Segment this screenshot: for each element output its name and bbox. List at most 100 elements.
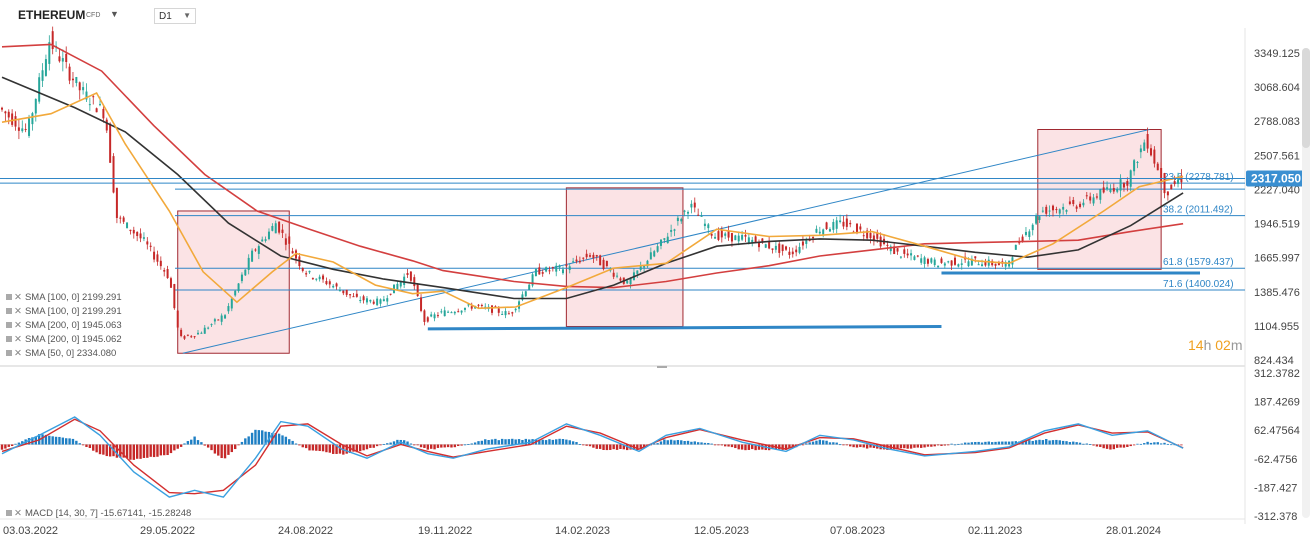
remove-icon[interactable]: ✕ <box>14 320 22 331</box>
macd-histogram-bar <box>480 440 484 445</box>
macd-histogram-bar <box>264 431 267 445</box>
candle <box>828 227 831 232</box>
remove-icon[interactable]: ✕ <box>14 292 22 303</box>
macd-histogram-bar <box>555 439 558 445</box>
candle <box>1146 127 1149 153</box>
macd-histogram-bar <box>139 444 142 459</box>
candle <box>78 81 81 100</box>
candle <box>795 245 798 257</box>
macd-histogram-bar <box>318 444 321 452</box>
macd-histogram-bar <box>81 444 85 446</box>
candle <box>687 210 690 219</box>
candle-body <box>987 259 990 266</box>
timeframe-select[interactable]: D1 ▼ <box>154 8 196 24</box>
candle <box>849 220 852 228</box>
remove-icon[interactable]: ✕ <box>14 334 22 345</box>
macd-histogram-bar <box>460 444 463 446</box>
macd-histogram-bar <box>838 444 842 446</box>
candle-body <box>34 98 37 114</box>
candle <box>673 228 676 237</box>
remove-icon[interactable]: ✕ <box>14 348 22 359</box>
candle-body <box>467 304 470 306</box>
macd-histogram-bar <box>1041 440 1045 445</box>
candle <box>328 279 331 289</box>
macd-histogram-bar <box>872 444 876 448</box>
price-tick-label: 824.434 <box>1254 355 1294 367</box>
candle <box>1136 161 1139 169</box>
candle-body <box>1085 195 1088 197</box>
macd-histogram-bar <box>602 444 605 450</box>
candle <box>643 265 646 272</box>
candle-body <box>240 274 243 282</box>
candle <box>947 260 950 264</box>
legend-sma200-b[interactable]: ✕ SMA [200, 0] 1945.062 <box>6 334 122 345</box>
candle-body <box>453 311 456 314</box>
macd-histogram-bar <box>1149 442 1153 445</box>
macd-histogram-bar <box>500 438 504 445</box>
candle-body <box>737 235 740 242</box>
candle-body <box>1011 257 1014 265</box>
scrollbar-thumb[interactable] <box>1302 48 1310 148</box>
highlight-box-1 <box>177 210 290 354</box>
candle-body <box>105 119 108 131</box>
legend-sma100-a[interactable]: ✕ SMA [100, 0] 2199.291 <box>6 292 122 303</box>
candle-body <box>491 305 494 313</box>
candle-body <box>920 258 923 263</box>
candle <box>774 241 777 253</box>
candle-body <box>994 263 997 266</box>
candle <box>345 289 348 297</box>
candle <box>376 296 379 307</box>
candle <box>1065 209 1068 215</box>
macd-histogram-bar <box>308 444 311 451</box>
candle-body <box>541 272 544 274</box>
price-tick-label: 1385.476 <box>1254 287 1300 299</box>
candle-body <box>484 306 487 308</box>
legend-sma200-a[interactable]: ✕ SMA [200, 0] 1945.063 <box>6 320 122 331</box>
candle <box>683 209 686 217</box>
candle <box>173 283 176 310</box>
legend-sma50[interactable]: ✕ SMA [50, 0] 2334.080 <box>6 348 116 359</box>
macd-histogram-bar <box>717 444 720 446</box>
candle <box>149 242 152 252</box>
macd-histogram-bar <box>44 434 48 445</box>
candle <box>379 298 382 307</box>
candle <box>31 111 34 131</box>
candle <box>585 249 588 260</box>
symbol-dropdown-icon[interactable]: ▼ <box>110 9 119 19</box>
price-scrollbar[interactable] <box>1302 48 1310 518</box>
remove-icon[interactable]: ✕ <box>14 306 22 317</box>
candle-body <box>365 298 368 303</box>
macd-histogram-bar <box>811 441 815 445</box>
macd-histogram-bar <box>0 444 4 450</box>
symbol-name[interactable]: ETHEREUM <box>18 8 86 22</box>
candle <box>1106 181 1109 192</box>
candle-body <box>1153 149 1156 164</box>
candle-body <box>899 256 902 258</box>
candle-body <box>798 246 801 253</box>
macd-histogram-bar <box>1105 444 1109 449</box>
candle-body <box>896 248 899 252</box>
legend-macd[interactable]: ✕ MACD [14, 30, 7] -15.67141, -15.28248 <box>6 508 191 519</box>
pane-resize-handle[interactable] <box>657 366 667 368</box>
macd-histogram-bar <box>737 444 740 450</box>
candle <box>832 218 835 233</box>
candle-body <box>727 231 730 238</box>
candle <box>1143 139 1146 152</box>
candle <box>768 236 771 250</box>
macd-histogram-bar <box>75 440 78 445</box>
candle <box>139 228 142 243</box>
candle <box>1095 193 1098 200</box>
macd-histogram-bar <box>453 444 457 448</box>
macd-histogram-bar <box>636 444 639 451</box>
candle-body <box>403 276 406 285</box>
candle <box>511 311 514 317</box>
macd-histogram-bar <box>335 444 338 454</box>
candle <box>538 263 541 275</box>
candle <box>308 270 311 274</box>
remove-icon[interactable]: ✕ <box>14 508 22 519</box>
candle <box>159 256 162 270</box>
legend-sma100-b[interactable]: ✕ SMA [100, 0] 2199.291 <box>6 306 122 317</box>
candle-body <box>14 116 17 127</box>
macd-histogram-bar <box>693 441 696 445</box>
